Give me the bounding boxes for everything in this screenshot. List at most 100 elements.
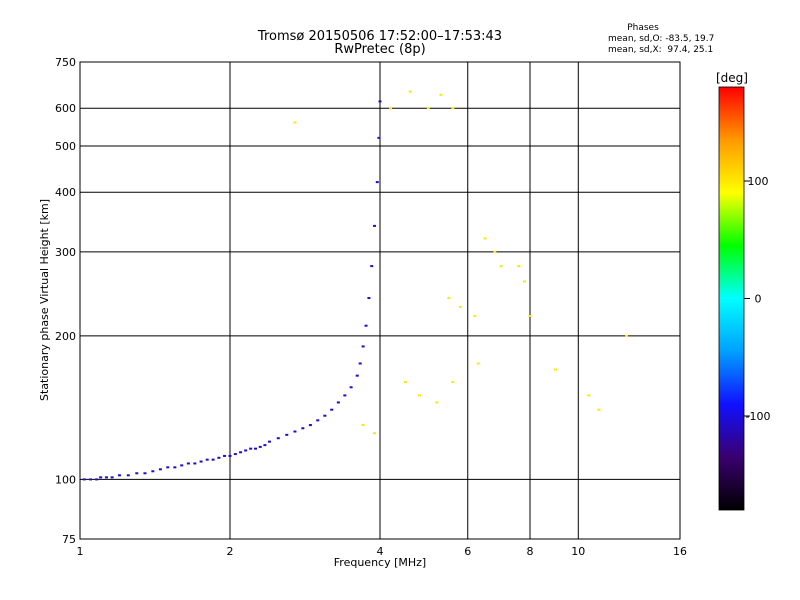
data-point bbox=[117, 474, 121, 477]
data-point bbox=[389, 107, 393, 110]
y-tick-label: 300 bbox=[55, 246, 76, 259]
x-tick-label: 4 bbox=[377, 545, 384, 558]
data-point bbox=[180, 464, 184, 467]
data-point bbox=[408, 90, 412, 93]
data-point bbox=[95, 478, 99, 481]
y-tick-label: 750 bbox=[55, 56, 76, 69]
data-point bbox=[249, 447, 253, 450]
data-point bbox=[267, 440, 271, 443]
data-points bbox=[82, 90, 629, 481]
x-tick-label: 8 bbox=[527, 545, 534, 558]
data-point bbox=[186, 462, 190, 465]
x-tick-label: 1 bbox=[77, 545, 84, 558]
x-axis-label: Frequency [MHz] bbox=[334, 556, 426, 569]
data-point bbox=[553, 368, 557, 371]
data-point bbox=[308, 424, 312, 427]
data-point bbox=[135, 472, 139, 475]
data-point bbox=[373, 224, 377, 227]
chart-subtitle: RwPretec (8p) bbox=[334, 42, 425, 57]
data-point bbox=[358, 362, 362, 365]
data-point bbox=[205, 458, 209, 461]
data-point bbox=[217, 456, 221, 459]
colorbar-label: [deg] bbox=[716, 71, 748, 85]
data-point bbox=[458, 305, 462, 308]
data-point bbox=[435, 401, 439, 404]
data-point bbox=[343, 394, 347, 397]
y-tick-label: 400 bbox=[55, 186, 76, 199]
y-axis-ticks: 75 100 200 300 400 500 600 750 bbox=[55, 56, 76, 546]
data-point bbox=[89, 478, 93, 481]
data-point bbox=[375, 181, 379, 184]
x-axis-ticks: 1 2 4 6 8 10 16 bbox=[77, 545, 688, 558]
y-tick-label: 500 bbox=[55, 140, 76, 153]
data-point bbox=[377, 136, 381, 139]
data-point bbox=[361, 345, 365, 348]
data-point bbox=[211, 458, 215, 461]
data-point bbox=[285, 433, 289, 436]
data-point bbox=[493, 250, 497, 253]
phase-stats-x: mean, sd,X: 97.4, 25.1 bbox=[608, 45, 713, 55]
data-point bbox=[447, 297, 451, 300]
data-point bbox=[336, 401, 340, 404]
data-point bbox=[349, 386, 353, 389]
data-point bbox=[378, 100, 382, 103]
phase-stats-title: Phases bbox=[627, 23, 659, 33]
data-point bbox=[330, 408, 334, 411]
data-point bbox=[263, 444, 267, 447]
data-point bbox=[158, 468, 162, 471]
data-point bbox=[301, 427, 305, 430]
data-point bbox=[403, 381, 407, 384]
data-point bbox=[625, 334, 629, 337]
data-point bbox=[151, 470, 155, 473]
data-point bbox=[483, 237, 487, 240]
data-point bbox=[370, 265, 374, 268]
data-point bbox=[597, 408, 601, 411]
data-point bbox=[523, 280, 527, 283]
data-point bbox=[244, 449, 248, 452]
y-tick-label: 200 bbox=[55, 330, 76, 343]
data-point bbox=[166, 466, 170, 469]
data-point bbox=[293, 430, 297, 433]
data-point bbox=[293, 121, 297, 124]
data-point bbox=[223, 454, 227, 457]
data-point bbox=[473, 315, 477, 318]
x-tick-label: 6 bbox=[464, 545, 471, 558]
phase-stats-o: mean, sd,O: -83.5, 19.7 bbox=[608, 34, 714, 44]
data-point bbox=[199, 460, 203, 463]
x-tick-label: 10 bbox=[571, 545, 585, 558]
colorbar-tick-label: 0 bbox=[755, 293, 762, 306]
data-point bbox=[323, 414, 327, 417]
data-point bbox=[439, 93, 443, 96]
data-point bbox=[417, 394, 421, 397]
y-tick-label: 100 bbox=[55, 473, 76, 486]
data-point bbox=[110, 476, 114, 479]
grid bbox=[80, 62, 680, 539]
data-point bbox=[258, 445, 262, 448]
data-point bbox=[239, 451, 243, 454]
data-point bbox=[587, 394, 591, 397]
data-point bbox=[276, 437, 280, 440]
data-point bbox=[367, 297, 371, 300]
data-point bbox=[173, 466, 177, 469]
data-point bbox=[517, 265, 521, 268]
data-point bbox=[499, 265, 503, 268]
data-point bbox=[233, 453, 237, 456]
colorbar bbox=[718, 86, 745, 511]
x-tick-label: 2 bbox=[227, 545, 234, 558]
data-point bbox=[228, 454, 232, 457]
colorbar-tick-label: 100 bbox=[748, 175, 769, 188]
data-point bbox=[99, 476, 103, 479]
data-point bbox=[355, 374, 359, 377]
data-point bbox=[253, 447, 257, 450]
data-point bbox=[451, 381, 455, 384]
data-point bbox=[361, 424, 365, 427]
colorbar-tick-label: -100 bbox=[746, 410, 771, 423]
x-tick-label: 16 bbox=[673, 545, 687, 558]
y-tick-label: 75 bbox=[62, 533, 76, 546]
data-point bbox=[528, 315, 532, 318]
data-point bbox=[82, 478, 86, 481]
data-point bbox=[364, 324, 368, 327]
data-point bbox=[104, 476, 108, 479]
data-point bbox=[426, 107, 430, 110]
